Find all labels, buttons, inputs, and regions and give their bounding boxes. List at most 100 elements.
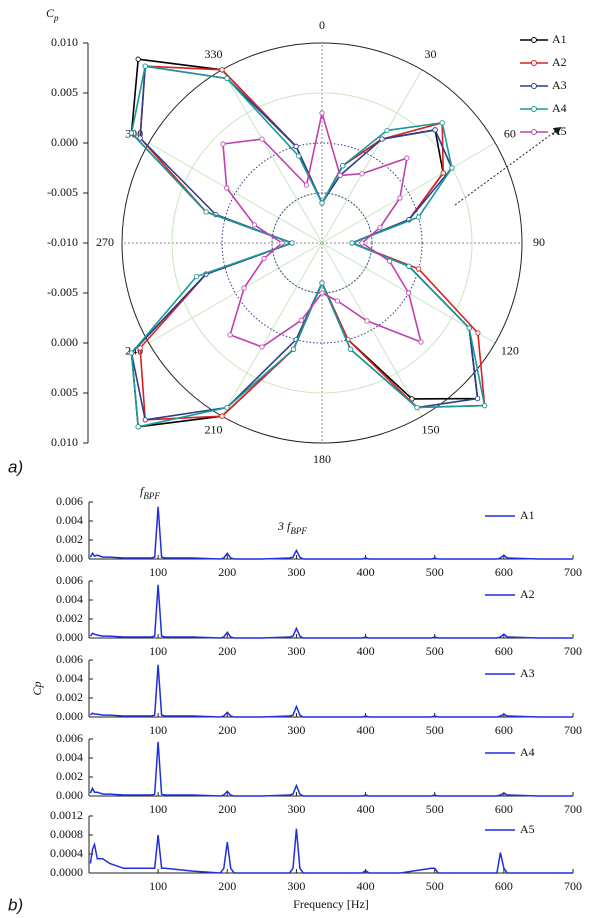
- series-marker: [397, 195, 403, 201]
- y-tick-label: 0.0004: [50, 846, 83, 860]
- series-marker: [387, 258, 393, 264]
- y-tick-label: 0.006: [56, 652, 83, 666]
- x-tick-label: 500: [426, 644, 444, 658]
- x-tick-label: 400: [357, 565, 375, 579]
- x-tick-label: 300: [287, 565, 305, 579]
- x-tick-label: 400: [357, 644, 375, 658]
- x-tick-label: 300: [287, 802, 305, 816]
- y-tick-label: 0.006: [56, 494, 83, 508]
- series-marker: [406, 263, 412, 269]
- x-tick-label: 100: [149, 565, 167, 579]
- angle-grid-line: [221, 242, 323, 417]
- y-tick-label: 0.000: [56, 788, 83, 802]
- series-marker: [379, 136, 385, 142]
- legend-label: A5: [552, 124, 567, 138]
- angle-grid-line: [148, 242, 323, 344]
- x-tick-label: 600: [495, 565, 513, 579]
- x-tick-label: 600: [495, 723, 513, 737]
- series-marker: [319, 110, 325, 116]
- y-tick-label: 0.002: [56, 690, 83, 704]
- series-marker: [414, 404, 420, 411]
- x-tick-label: 700: [564, 802, 582, 816]
- x-tick-label: 200: [218, 644, 236, 658]
- series-marker: [137, 345, 143, 351]
- radial-tick-label: 0.005: [51, 85, 78, 99]
- series-marker: [128, 350, 135, 356]
- series-marker: [203, 209, 209, 215]
- series-marker: [279, 240, 285, 246]
- y-tick-label: 0.0012: [50, 808, 83, 822]
- series-marker: [193, 274, 200, 280]
- series-marker: [337, 172, 343, 178]
- legend-label: A1: [552, 32, 567, 46]
- series-marker: [440, 170, 446, 176]
- series-marker: [135, 56, 141, 62]
- series-marker: [142, 417, 148, 423]
- x-tick-label: 200: [218, 723, 236, 737]
- series-marker: [334, 298, 341, 304]
- series-marker: [482, 403, 488, 409]
- series-line: [89, 828, 573, 874]
- annotation-sub: BPF: [290, 526, 307, 536]
- radial-axis-title: Cp: [46, 6, 59, 23]
- series-marker: [409, 396, 415, 402]
- radial-tick-label: 0.010: [51, 435, 78, 449]
- y-tick-label: 0.002: [56, 611, 83, 625]
- legend-label: A3: [552, 78, 567, 92]
- radial-tick-label: -0.005: [47, 185, 78, 199]
- series-marker: [466, 325, 472, 331]
- series-marker: [220, 141, 226, 147]
- x-axis-title: Frequency [Hz]: [293, 897, 369, 911]
- series-marker: [259, 344, 265, 350]
- series-marker: [347, 346, 354, 352]
- radial-axis-title-sub: p: [53, 13, 59, 23]
- series-marker: [261, 255, 267, 262]
- x-tick-label: 100: [149, 644, 167, 658]
- x-tick-label: 500: [426, 802, 444, 816]
- series-marker: [474, 395, 481, 402]
- angle-tick-label: 150: [422, 423, 440, 437]
- series-marker: [298, 317, 304, 323]
- series-marker: [289, 240, 295, 246]
- series-marker: [319, 200, 325, 206]
- x-tick-label: 700: [564, 565, 582, 579]
- radial-axis-title-base: C: [46, 6, 55, 20]
- series-marker: [224, 75, 230, 82]
- x-tick-label: 500: [426, 565, 444, 579]
- x-tick-label: 300: [287, 644, 305, 658]
- series-marker: [135, 424, 141, 430]
- angle-grid-line: [221, 69, 323, 244]
- x-tick-label: 500: [426, 723, 444, 737]
- angle-tick-label: 120: [501, 343, 519, 357]
- legend-marker: [531, 129, 537, 135]
- x-tick-label: 100: [149, 879, 167, 893]
- annotation-base: f: [140, 484, 145, 498]
- y-tick-label: 0.004: [56, 513, 83, 527]
- series-marker: [319, 280, 325, 286]
- series-line: [89, 506, 573, 560]
- x-tick-label: 100: [149, 723, 167, 737]
- series-marker: [415, 266, 422, 272]
- annotation: fBPF: [140, 484, 160, 501]
- radial-grid-circle: [121, 42, 523, 444]
- x-tick-label: 400: [357, 802, 375, 816]
- y-tick-label: 0.002: [56, 532, 83, 546]
- x-tick-label: 100: [149, 802, 167, 816]
- x-tick-label: 700: [564, 723, 582, 737]
- annotation-base: 3 f: [277, 519, 292, 533]
- x-tick-label: 200: [218, 565, 236, 579]
- x-tick-label: 200: [218, 879, 236, 893]
- y-tick-label: 0.000: [56, 551, 83, 565]
- y-tick-label: 0.0008: [50, 827, 83, 841]
- angle-tick-label: 210: [205, 423, 223, 437]
- radial-tick-label: 0.000: [51, 135, 78, 149]
- y-axis-title: Cp: [30, 681, 44, 695]
- radial-tick-label: -0.005: [47, 285, 78, 299]
- y-tick-label: 0.004: [56, 671, 83, 685]
- series-marker: [219, 67, 225, 73]
- legend-marker: [531, 60, 537, 66]
- y-tick-label: 0.0000: [50, 865, 83, 879]
- x-tick-label: 600: [495, 879, 513, 893]
- series-line: [89, 664, 573, 718]
